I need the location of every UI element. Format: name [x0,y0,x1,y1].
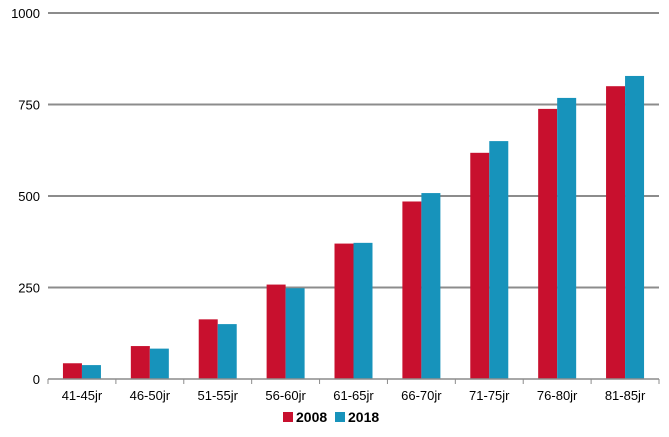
y-axis-ticks: 0 250 500 750 1000 [11,6,40,387]
x-tick-label: 76-80jr [537,388,578,403]
bar-2018-51-55jr [217,324,237,379]
bar-2018-41-45jr [81,365,101,379]
y-tick-label: 1000 [11,6,40,21]
bar-2008-76-80jr [538,108,558,379]
bar-2008-56-60jr [266,284,286,379]
bar-2018-46-50jr [149,348,169,379]
legend-swatch-2008 [283,412,293,422]
legend-label-2018: 2018 [348,409,379,425]
x-tick-label: 41-45jr [62,388,103,403]
bar-2008-81-85jr [606,86,626,379]
x-tick-label: 61-65jr [333,388,374,403]
bar-2008-61-65jr [334,243,354,379]
bar-2018-66-70jr [421,193,441,379]
bar-2008-66-70jr [402,201,422,379]
y-tick-label: 0 [33,372,40,387]
x-axis-ticks [47,379,660,384]
x-tick-label: 71-75jr [469,388,510,403]
bar-2008-71-75jr [470,152,490,379]
x-tick-label: 46-50jr [130,388,171,403]
bar-2008-41-45jr [62,363,82,379]
legend-swatch-2018 [335,412,345,422]
bar-2018-76-80jr [557,97,577,380]
x-tick-label: 56-60jr [265,388,306,403]
bar-2018-81-85jr [625,75,645,380]
bar-2018-61-65jr [353,242,373,379]
x-tick-label: 51-55jr [197,388,238,403]
y-tick-label: 750 [18,98,40,113]
y-tick-label: 500 [18,189,40,204]
legend-label-2008: 2008 [296,409,327,425]
bar-2008-46-50jr [130,346,150,379]
bar-2018-71-75jr [489,141,509,379]
x-axis-labels: 41-45jr 46-50jr 51-55jr 56-60jr 61-65jr 66-70… [62,388,646,403]
x-tick-label: 66-70jr [401,388,442,403]
y-tick-label: 250 [18,281,40,296]
legend: 2008 2018 [283,409,379,425]
bar-2008-51-55jr [198,319,218,379]
bar-2018-56-60jr [285,288,305,379]
x-tick-label: 81-85jr [605,388,646,403]
bars [62,75,645,380]
